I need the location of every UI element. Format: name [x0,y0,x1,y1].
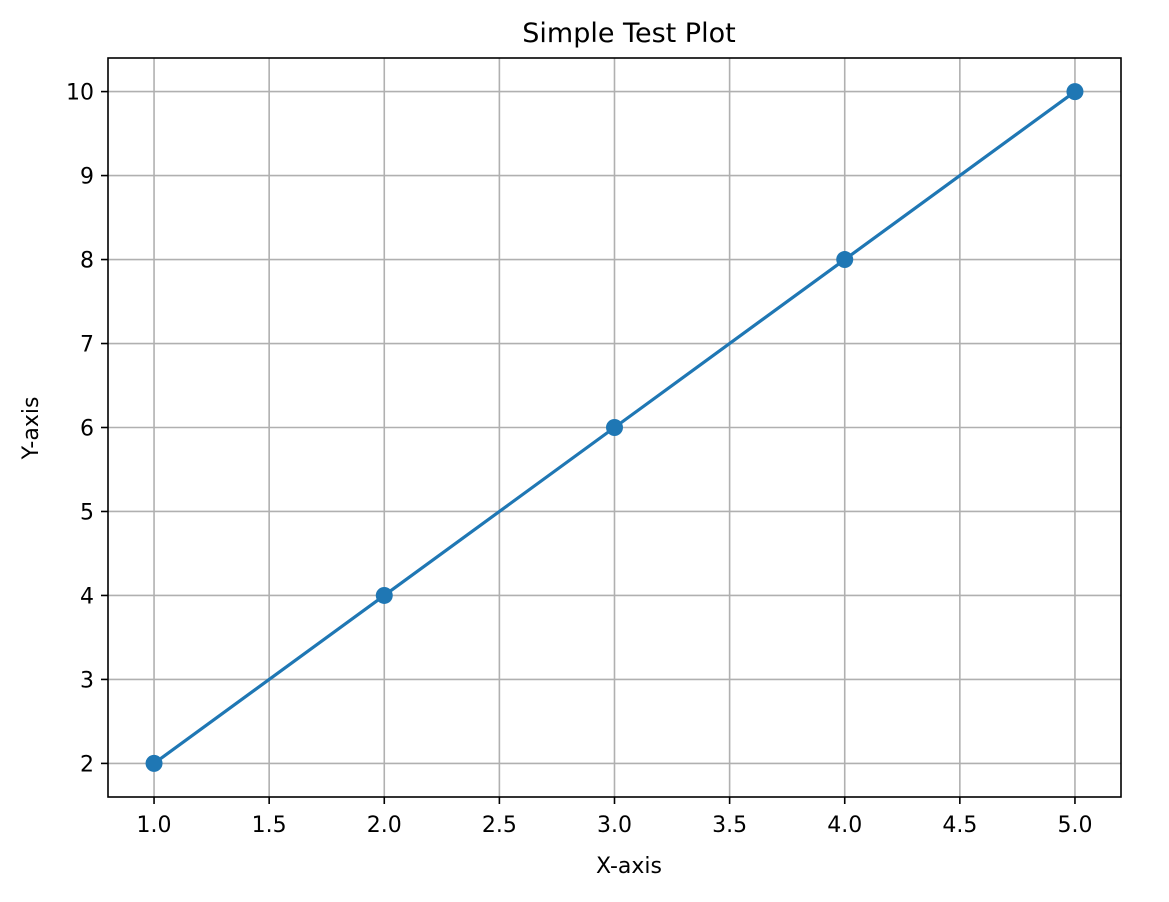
y-tick-label: 8 [80,249,94,274]
x-axis-label: X-axis [596,854,662,879]
chart-title: Simple Test Plot [522,18,735,49]
x-tick-label: 4.0 [827,813,862,838]
data-point [836,251,854,269]
x-tick-label: 1.5 [252,813,287,838]
x-tick-label: 2.5 [482,813,517,838]
axis-ticks: 1.0 1.5 2.0 2.5 3.0 3.5 4.0 4.5 5.0 2 3 4 5 6 7 8 9 10 [66,81,1092,838]
y-tick-label: 7 [80,333,94,358]
y-axis-label: Y-axis [19,397,44,461]
y-tick-label: 3 [80,668,94,693]
data-point [1066,83,1084,101]
x-tick-label: 3.5 [712,813,747,838]
data-point [145,754,163,772]
y-tick-label: 4 [80,584,94,609]
y-tick-label: 2 [80,752,94,777]
data-point [375,586,393,604]
x-tick-label: 3.0 [597,813,632,838]
y-tick-label: 10 [66,81,94,106]
x-tick-label: 4.5 [942,813,977,838]
y-tick-label: 9 [80,165,94,190]
x-tick-label: 5.0 [1057,813,1092,838]
x-tick-label: 1.0 [137,813,172,838]
data-point [606,419,623,436]
y-tick-label: 6 [80,417,94,442]
x-tick-label: 2.0 [367,813,402,838]
series-layer [145,83,1084,772]
y-tick-label: 5 [80,500,94,525]
